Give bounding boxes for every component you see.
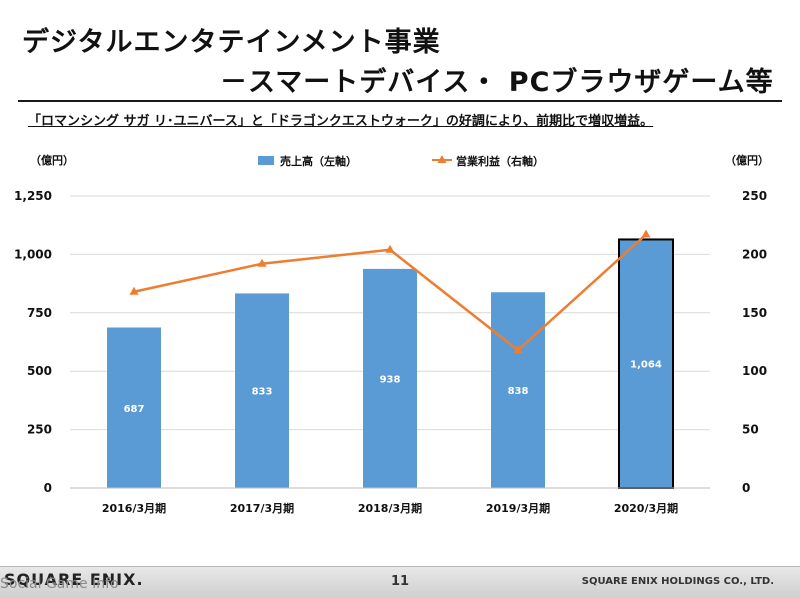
y-left-unit-label: （億円） [30,153,74,167]
y-right-tick-label: 0 [742,481,750,495]
company-logo: SQUARE ENIX. [4,570,144,589]
legend-marker-line [437,155,447,163]
x-tick-label: 2017/3月期 [230,501,294,515]
y-right-tick-label: 250 [742,189,767,203]
legend-label-profit: 営業利益（右軸） [456,154,544,168]
bar-data-label: 838 [508,386,529,397]
line-marker [513,345,523,354]
bar [363,268,417,488]
page-number: 11 [390,574,410,589]
bar [107,327,161,488]
bar-data-label: 1,064 [630,360,662,371]
y-left-tick-label: 750 [27,306,52,320]
title-divider [18,100,782,102]
y-left-tick-label: 1,250 [14,189,52,203]
line-marker [385,244,395,253]
x-tick-label: 2019/3月期 [486,501,550,515]
slide-title-line2: －スマートデバイス・ PCブラウザゲーム等 [220,67,774,98]
legend: 売上高（左軸） 営業利益（右軸） [258,154,544,168]
axes: 0 250 500 750 1,000 1,250 0 50 100 150 200 250 （億円） （… [14,153,769,515]
company-name: SQUARE ENIX HOLDINGS CO., LTD. [581,576,774,587]
line-marker [257,258,267,267]
combo-chart: 687 833 938 838 1,064 0 250 500 750 1,000 1,250 0 5… [14,153,769,515]
bar [618,238,674,489]
bar-series: 687 833 938 838 1,064 [107,238,674,489]
x-tick-label: 2018/3月期 [358,501,422,515]
line-marker [641,229,651,238]
bar [491,292,545,488]
y-left-tick-label: 0 [44,481,52,495]
y-left-tick-label: 250 [27,423,52,437]
slide-title-line1: デジタルエンタテインメント事業 [22,27,441,58]
y-right-unit-label: （億円） [725,153,769,167]
bar-data-label: 833 [252,387,273,398]
legend-label-sales: 売上高（左軸） [280,154,357,168]
bar-data-label: 687 [124,404,145,415]
x-tick-label: 2016/3月期 [102,501,166,515]
y-right-tick-label: 100 [742,364,767,378]
y-left-tick-label: 500 [27,364,52,378]
bar [235,293,289,488]
line-series [129,229,651,354]
line-marker [129,286,139,295]
y-right-tick-label: 150 [742,306,767,320]
legend-swatch-bar [258,156,274,165]
bar-data-label: 938 [380,374,401,385]
footer-bar [0,566,800,598]
watermark: Social Game Info [0,576,119,592]
slide-subtitle: 「ロマンシング サガ リ･ユニバース」と「ドラゴンクエストウォーク」の好調により… [28,114,654,129]
y-left-tick-label: 1,000 [14,247,52,261]
y-right-tick-label: 200 [742,247,767,261]
x-tick-label: 2020/3月期 [614,501,678,515]
y-right-tick-label: 50 [742,423,759,437]
